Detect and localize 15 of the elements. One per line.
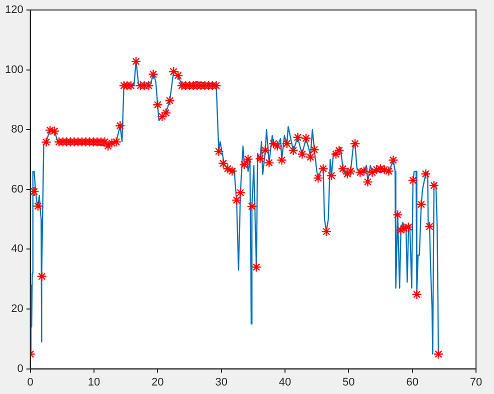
y-tick-label: 40: [11, 243, 24, 256]
x-tick-label: 50: [342, 376, 355, 388]
y-tick-label: 100: [4, 64, 24, 76]
y-tick-label: 60: [11, 183, 24, 196]
x-tick-label: 0: [27, 376, 34, 388]
x-tick-label: 70: [470, 376, 482, 388]
y-tick-label: 80: [11, 124, 24, 136]
y-tick-label: 20: [11, 303, 24, 316]
x-tick-label: 30: [215, 376, 228, 388]
x-tick-label: 60: [406, 376, 418, 388]
y-tick-label: 0: [17, 362, 24, 375]
x-tick-label: 40: [278, 376, 292, 388]
y-tick-label: 120: [4, 4, 24, 16]
x-tick-label: 10: [88, 376, 100, 388]
x-tick-label: 20: [152, 376, 164, 388]
